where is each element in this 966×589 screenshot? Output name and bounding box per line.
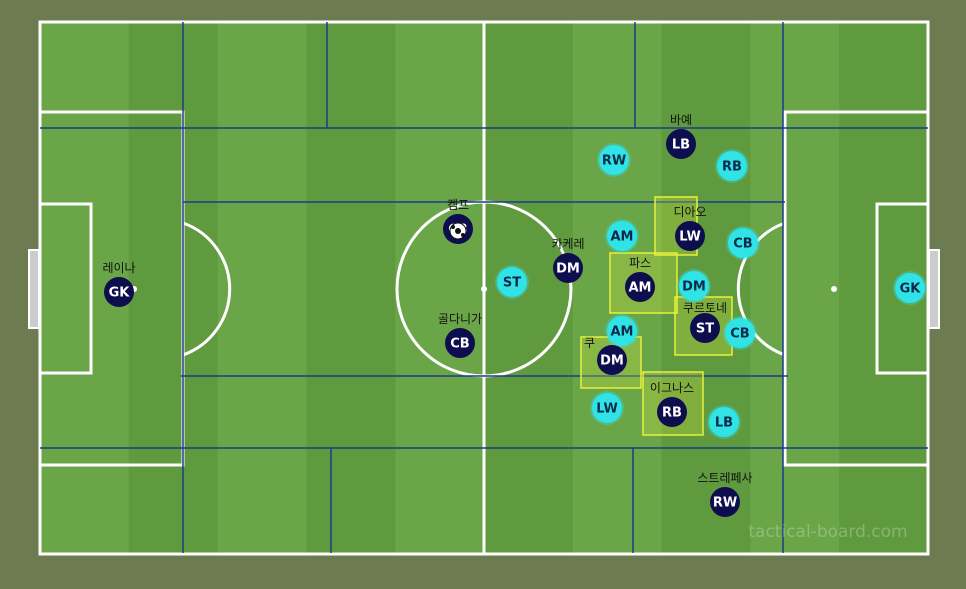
player-dark-st[interactable]: ST 쿠르토네 xyxy=(683,301,727,343)
player-dark-lw[interactable]: LW 디아오 xyxy=(673,205,707,251)
player-token xyxy=(607,221,637,251)
player-name: 디아오 xyxy=(673,205,706,219)
player-role: DM xyxy=(682,280,706,295)
player-role: LB xyxy=(672,138,690,153)
left-penalty-arc xyxy=(182,221,232,357)
player-dark-lb[interactable]: LB 바예 xyxy=(666,113,696,159)
player-role: DM xyxy=(600,354,624,369)
player-light-cb[interactable]: CB xyxy=(723,316,757,350)
player-token xyxy=(675,221,705,251)
player-light-cb[interactable]: CB xyxy=(726,226,760,260)
player-token xyxy=(666,129,696,159)
player-token xyxy=(709,407,739,437)
player-dark-am[interactable]: AM 파스 xyxy=(625,256,655,302)
watermark: tactical-board.com xyxy=(748,522,907,542)
player-token xyxy=(597,345,627,375)
center-spot xyxy=(481,286,487,292)
player-name: 켐프 xyxy=(447,198,469,212)
player-name: 쿠 xyxy=(584,336,595,350)
zone-lines xyxy=(40,22,928,553)
player-role: RW xyxy=(602,154,626,169)
player-role: GK xyxy=(109,286,131,301)
player-role: AM xyxy=(611,325,634,340)
player-role: RW xyxy=(713,496,737,511)
player-token xyxy=(104,277,134,307)
player-dark-rw[interactable]: RW 스트레페사 xyxy=(697,471,753,517)
ball-icon xyxy=(449,222,467,240)
player-light-rw[interactable]: RW xyxy=(597,143,631,177)
players: RW RB AM CB DM ST AM CB LW LB GK GK 레이나 CB켐프 CB 골다니가 DM 카… xyxy=(102,113,927,517)
player-token xyxy=(725,318,755,348)
player-role: LW xyxy=(596,402,618,417)
player-light-rb[interactable]: RB xyxy=(715,149,749,183)
right-penalty-arc xyxy=(736,221,786,357)
right-penalty-spot xyxy=(831,286,837,292)
player-light-dm[interactable]: DM xyxy=(677,269,711,303)
player-light-am[interactable]: AM xyxy=(605,219,639,253)
player-token xyxy=(553,253,583,283)
grass-stripe xyxy=(750,22,840,554)
player-role: LW xyxy=(679,230,701,245)
player-token xyxy=(625,272,655,302)
player-token xyxy=(728,228,758,258)
player-role: ST xyxy=(503,276,521,291)
player-dark-dm[interactable]: DM 쿠 xyxy=(584,336,627,375)
player-token xyxy=(599,145,629,175)
player-token xyxy=(717,151,747,181)
player-token xyxy=(690,313,720,343)
player-name: 스트레페사 xyxy=(697,471,752,485)
player-name: 바예 xyxy=(670,113,692,127)
player-token xyxy=(607,316,637,346)
player-role: CB xyxy=(450,337,469,352)
player-role: GK xyxy=(900,282,922,297)
grass-stripe xyxy=(395,22,485,554)
highlight-boxes xyxy=(580,196,733,436)
player-role: CB xyxy=(730,327,749,342)
right-goal-net xyxy=(928,249,940,329)
grass-stripe xyxy=(217,22,307,554)
player-name: 카케레 xyxy=(551,237,584,251)
player-light-lb[interactable]: LB xyxy=(707,405,741,439)
player-dark-cb[interactable]: CB 골다니가 xyxy=(438,312,482,358)
player-role: RB xyxy=(722,160,742,175)
player-role: CB xyxy=(733,237,752,252)
player-light-lw[interactable]: LW xyxy=(590,391,624,425)
player-name: 레이나 xyxy=(102,261,135,275)
player-name: 쿠르토네 xyxy=(683,301,727,315)
player-name: 이그나스 xyxy=(650,381,694,395)
player-role: AM xyxy=(611,230,634,245)
left-goal-net xyxy=(28,249,40,329)
player-light-am[interactable]: AM xyxy=(605,314,639,348)
player-token xyxy=(497,267,527,297)
grass-stripe xyxy=(128,22,219,554)
player-token xyxy=(592,393,622,423)
player-dark-dm[interactable]: DM 카케레 xyxy=(551,237,585,283)
player-token xyxy=(895,273,925,303)
player-dark-cb[interactable]: CB켐프 xyxy=(443,198,473,244)
player-name: 골다니가 xyxy=(438,312,482,326)
player-role: AM xyxy=(629,281,652,296)
player-token xyxy=(445,328,475,358)
player-name: 파스 xyxy=(629,256,651,270)
grass-stripe xyxy=(306,22,396,554)
player-light-gk[interactable]: GK xyxy=(893,271,927,305)
player-token xyxy=(657,397,687,427)
player-light-st[interactable]: ST xyxy=(495,265,529,299)
player-token xyxy=(710,487,740,517)
player-role: ST xyxy=(696,322,714,337)
player-dark-gk[interactable]: GK 레이나 xyxy=(102,261,136,307)
player-token xyxy=(679,271,709,301)
player-role: DM xyxy=(556,262,580,277)
player-dark-rb[interactable]: RB 이그나스 xyxy=(650,381,694,427)
player-role: RB xyxy=(662,406,682,421)
player-role: LB xyxy=(715,416,733,431)
